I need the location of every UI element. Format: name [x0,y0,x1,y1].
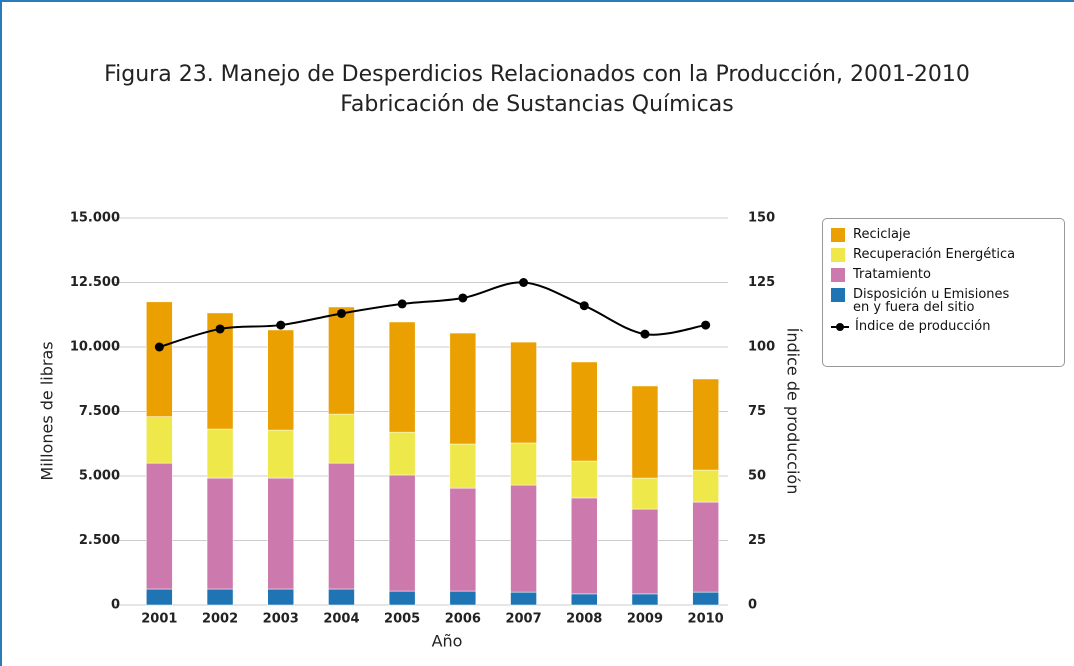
index-point [640,329,650,339]
y2-tick-label: 50 [748,469,766,484]
chart-title: Figura 23. Manejo de Desperdicios Relaci… [104,62,970,87]
legend-item: Tratamiento [831,268,1056,282]
legend-item: Reciclaje [831,228,1056,242]
bar-segment [146,588,173,606]
bar-segment [388,474,416,592]
bar-segment [510,484,537,593]
x-tick-label: 2008 [566,612,602,627]
y-tick-label: 10.000 [70,340,120,355]
legend-marker [831,288,845,302]
legend-item: Índice de producción [831,320,1056,334]
legend-label: Reciclaje [853,227,911,242]
x-tick-label: 2007 [505,612,541,627]
bar-segment [692,591,719,606]
y-tick-label: 15.000 [70,211,120,226]
bar-segment [328,413,355,464]
legend: Reciclaje Recuperación Energética Tratamie… [822,218,1065,367]
y-axis-label: Millones de libras [38,341,57,480]
bar-segment [631,385,659,479]
bar-segment [206,428,234,479]
y2-tick-label: 25 [748,533,766,548]
bar-segment [388,321,416,433]
bar-segment [328,588,355,606]
bar-segment [449,332,477,445]
bar-segment [510,442,537,486]
chart-subtitle: Fabricación de Sustancias Químicas [340,92,733,117]
bar-segment [449,590,477,606]
y-tick-label: 0 [111,598,120,613]
bar-segment [146,301,173,417]
x-tick-label: 2002 [202,612,238,627]
bar-segment [328,462,355,590]
index-point [154,342,164,352]
bar-segment [571,361,598,462]
bar-segment [146,462,173,590]
x-tick-label: 2005 [384,612,420,627]
y-tick-label: 7.500 [79,404,120,419]
x-tick-label: 2001 [141,612,177,627]
legend-marker [831,248,845,262]
x-tick-label: 2006 [445,612,481,627]
bar-segment [388,590,416,606]
index-point [519,278,529,287]
index-line [159,281,706,348]
y2-tick-label: 0 [748,598,757,613]
legend-label: Recuperación Energética [853,247,1016,262]
bar-segment [692,378,719,471]
bar-segment [328,306,355,415]
bar-segment [267,477,294,590]
index-point [215,324,225,334]
legend-line [831,323,849,331]
index-point [276,320,286,330]
index-point [336,308,346,318]
bar-segment [692,469,719,503]
legend-marker [831,320,849,334]
bar-segment [571,497,598,595]
legend-marker [831,268,845,282]
bar-segment [510,591,537,606]
index-point [458,293,468,303]
x-axis-label: Año [432,632,463,651]
y2-tick-label: 75 [748,404,766,419]
legend-label: Disposición u Emisiones en y fuera del s… [853,287,1010,315]
y2-axis-label: Índice de producción [784,328,803,495]
y2-tick-label: 150 [748,211,775,226]
index-point [397,299,407,309]
bar-segment [692,501,719,593]
bar-segment [631,477,659,510]
bar-segment [449,443,477,489]
bar-segment [267,429,294,479]
bar-segment [388,431,416,476]
x-tick-label: 2003 [263,612,299,627]
y-tick-label: 2.500 [79,533,120,548]
y2-tick-label: 125 [748,275,775,290]
legend-label: Índice de producción [855,319,991,334]
y-tick-label: 5.000 [79,469,120,484]
index-point [701,320,711,330]
y2-tick-label: 100 [748,340,775,355]
bar-segment [631,593,659,606]
legend-marker [831,228,845,242]
legend-item: Recuperación Energética [831,248,1056,262]
bar-segment [267,588,294,606]
bar-segment [571,460,598,499]
bar-segment [267,329,294,431]
legend-label: Tratamiento [853,267,931,282]
x-tick-label: 2009 [627,612,663,627]
y-tick-label: 12.500 [70,275,120,290]
bar-segment [449,487,477,592]
bar-segment [631,508,659,595]
bar-segment [571,593,598,606]
x-tick-label: 2004 [323,612,359,627]
bar-segment [510,341,537,444]
bar-segment [206,588,234,606]
x-tick-label: 2010 [688,612,724,627]
bar-segment [146,416,173,464]
bar-segment [206,477,234,590]
legend-item: Disposición u Emisiones en y fuera del s… [831,288,1056,314]
index-point [579,301,589,311]
